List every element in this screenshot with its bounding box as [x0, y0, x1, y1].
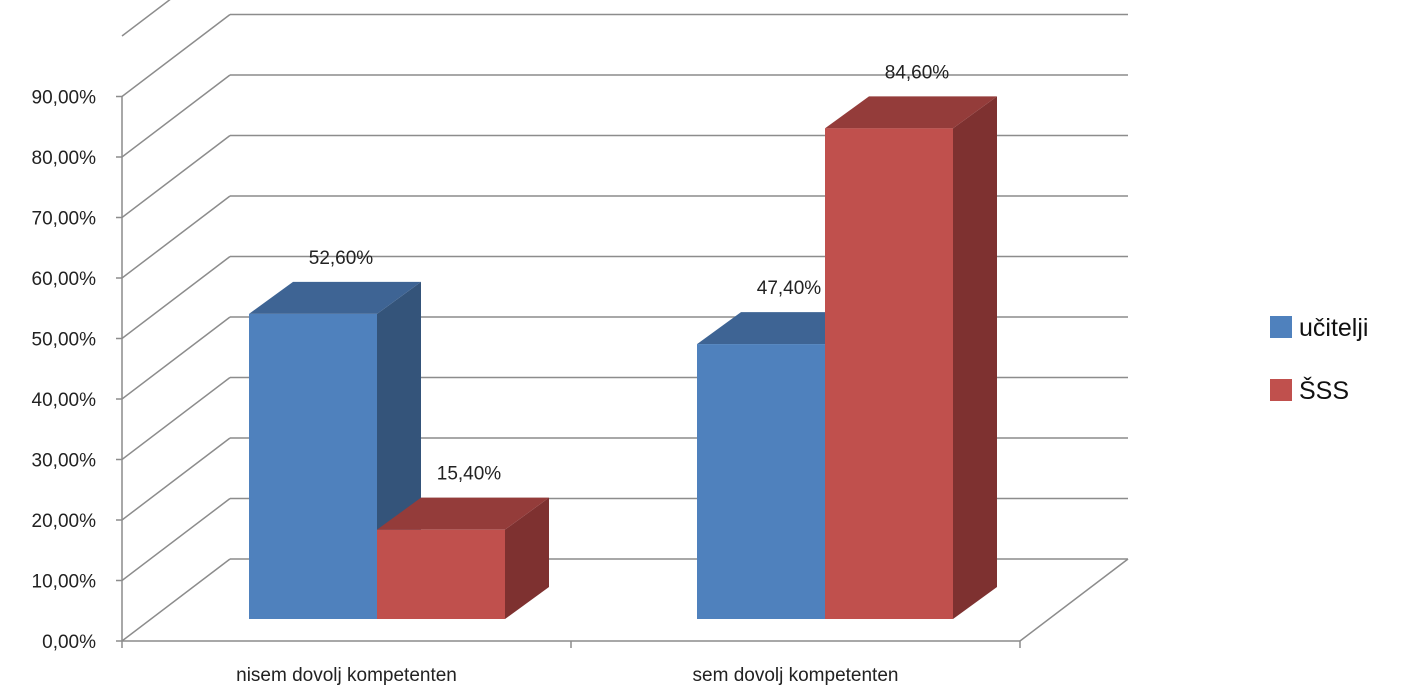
gridline-side — [121, 134, 231, 219]
legend: učitelji ŠSS — [1270, 314, 1368, 405]
gridline-side — [121, 376, 231, 461]
y-tick-label: 10,00% — [32, 572, 97, 593]
bar-top — [377, 497, 549, 530]
data-label: 47,40% — [757, 278, 822, 299]
legend-swatch — [1270, 316, 1292, 338]
gridline-side — [121, 558, 231, 642]
data-label: 52,60% — [309, 248, 374, 269]
y-tick-label: 30,00% — [32, 451, 97, 472]
y-tick-label: 70,00% — [32, 209, 97, 230]
legend-label: ŠSS — [1299, 376, 1349, 405]
data-label: 84,60% — [885, 62, 950, 83]
y-tick-label: 0,00% — [42, 632, 96, 653]
x-category-label: nisem dovolj kompetenten — [236, 665, 457, 686]
y-tick-label: 60,00% — [32, 269, 97, 290]
y-tick-label: 40,00% — [32, 390, 97, 411]
bar-front — [697, 344, 825, 619]
gridline — [121, 13, 1128, 98]
y-tick-label: 50,00% — [32, 330, 97, 351]
floor-right-edge — [1019, 558, 1129, 642]
gridline-side — [121, 74, 231, 158]
gridline-side — [121, 497, 231, 582]
gridline-side — [121, 0, 171, 37]
bar-front — [825, 128, 953, 619]
data-label: 15,40% — [437, 464, 502, 485]
bar-side — [953, 96, 997, 619]
x-category-label: sem dovolj kompetenten — [693, 665, 899, 686]
bar-front — [377, 529, 505, 619]
bar-front — [249, 313, 377, 619]
y-tick-label: 80,00% — [32, 148, 97, 169]
data-labels: 52,60% 15,40% 47,40% 84,60% — [309, 62, 950, 484]
gridline — [121, 0, 171, 37]
gridline-side — [121, 195, 231, 279]
axes: 0,00% 10,00% 20,00% 30,00% 40,00% 50,00% 60,00… — [32, 88, 1129, 686]
gridline-side — [121, 13, 231, 98]
bar-top — [249, 281, 421, 314]
gridline-side — [121, 437, 231, 521]
gridline-side — [121, 316, 231, 400]
gridline — [121, 74, 1128, 158]
bar-side — [505, 497, 549, 619]
legend-swatch — [1270, 379, 1292, 401]
legend-label: učitelji — [1299, 314, 1368, 342]
y-tick-label: 90,00% — [32, 88, 97, 109]
bar — [825, 96, 997, 619]
y-tick-label: 20,00% — [32, 511, 97, 532]
gridline-side — [121, 255, 231, 340]
bars — [249, 96, 997, 619]
bar — [377, 497, 549, 619]
bar-top — [825, 96, 997, 129]
